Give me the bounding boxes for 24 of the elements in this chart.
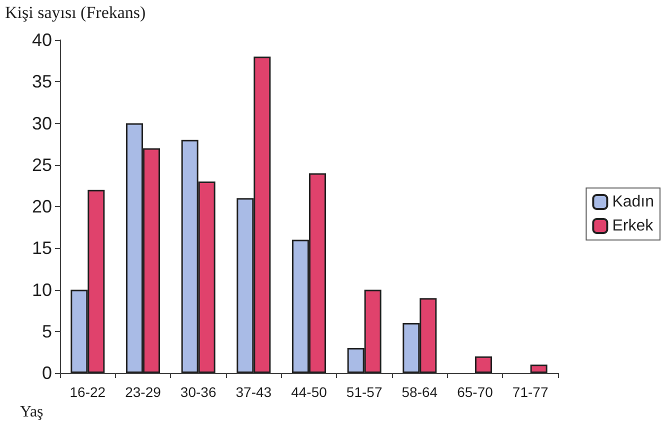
x-tick-label: 58-64	[402, 384, 438, 400]
y-tick-label: 30	[32, 113, 52, 134]
y-axis-title: Kişi sayısı (Frekans)	[5, 3, 146, 22]
x-tick-label: 71-77	[512, 384, 548, 400]
x-tick-label: 30-36	[180, 384, 216, 400]
y-tick-label: 5	[42, 321, 52, 342]
x-tick-label: 44-50	[291, 384, 328, 400]
x-tick-label: 23-29	[125, 384, 162, 400]
bar	[475, 356, 492, 373]
y-tick-label: 40	[32, 30, 52, 50]
x-tick-label: 65-70	[457, 384, 494, 400]
bar	[530, 364, 548, 373]
x-tick-label: 37-43	[236, 384, 272, 400]
y-tick-label: 20	[32, 196, 52, 216]
x-tick-label: 16-22	[70, 384, 106, 400]
y-tick-label: 25	[32, 154, 52, 175]
x-axis-title: Yaş	[20, 404, 44, 420]
y-tick-label: 35	[32, 72, 52, 92]
legend-label: Kadın	[612, 194, 654, 210]
y-tick-label: 15	[32, 238, 52, 258]
y-tick-label: 0	[42, 363, 52, 383]
y-tick-label: 10	[32, 280, 52, 300]
legend-label: Erkek	[612, 218, 654, 234]
x-tick-label: 51-57	[346, 384, 382, 400]
